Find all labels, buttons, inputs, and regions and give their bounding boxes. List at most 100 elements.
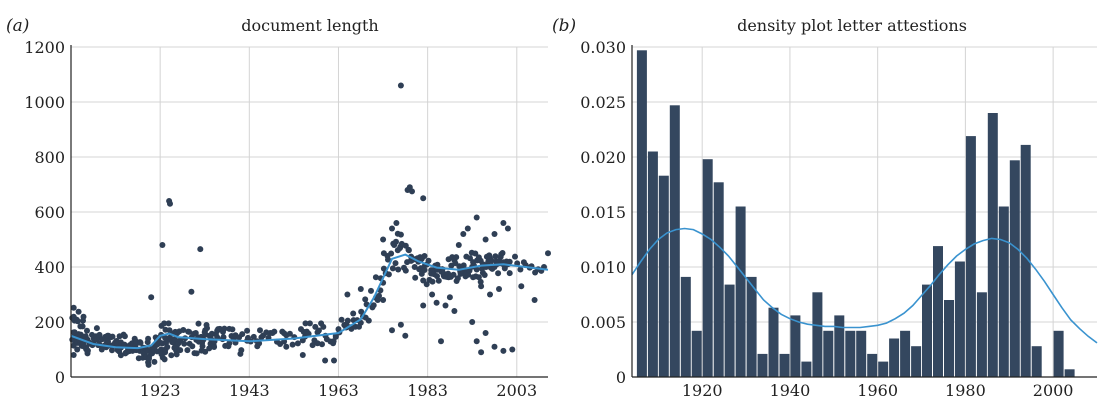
scatter-point [506,258,513,265]
scatter-point [425,257,432,264]
scatter-point [482,236,489,243]
panel-b-y-tick-label: 0.025 [580,93,626,112]
histogram-bar [680,276,691,377]
scatter-point [434,261,441,268]
panel-b-y-tick-label: 0.005 [580,313,626,332]
scatter-point [244,327,251,334]
scatter-point [393,238,399,245]
scatter-point [358,308,365,315]
scatter-point [151,358,158,365]
scatter-point [168,352,175,359]
scatter-point [221,325,228,332]
scatter-point [314,340,321,347]
histogram-bar [647,151,658,377]
histogram-bar [900,330,911,377]
scatter-point [434,273,440,280]
panel-b-x-tick-label: 1940 [770,381,811,400]
scatter-point [388,250,395,257]
scatter-point [322,357,329,364]
panel-b-bars [636,50,1075,378]
scatter-point [506,270,513,277]
scatter-point [500,347,507,354]
histogram-bar [867,353,878,377]
scatter-point [385,256,391,263]
panel-a-label: (a) [6,16,29,36]
scatter-point [495,270,502,277]
scatter-point [192,330,199,336]
scatter-point [454,275,461,282]
histogram-bar [944,300,954,377]
scatter-point [257,327,263,334]
scatter-point [411,264,418,270]
histogram-bar [636,50,647,378]
scatter-point [206,345,213,352]
panel-density-plot: (b) density plot letter attestions 0 0.00… [552,16,1098,400]
scatter-point [177,337,184,344]
scatter-point [226,340,233,347]
panel-a-x-tick-label: 1963 [318,381,359,400]
panel-b-x-tick-label: 1920 [682,381,723,400]
scatter-point [309,342,316,349]
scatter-point [93,325,100,332]
scatter-point [188,288,195,295]
scatter-point [197,246,204,253]
histogram-bar [1053,330,1064,377]
scatter-point [286,330,293,337]
scatter-point [420,277,427,284]
histogram-bar [1031,346,1042,377]
scatter-point [446,294,453,301]
histogram-bar [965,136,976,377]
scatter-point [189,343,196,350]
panel-a-y-tick-label: 400 [34,258,65,277]
scatter-point [429,278,436,285]
scatter-point [177,347,184,354]
scatter-point [80,313,87,320]
scatter-point [283,343,290,350]
panel-a-y-tick-label: 0 [55,368,65,387]
scatter-point [397,231,404,238]
panel-b-title: density plot letter attestions [737,16,967,35]
scatter-point [320,323,327,330]
histogram-bar [724,284,735,377]
scatter-point [421,253,428,259]
histogram-bar [878,361,889,377]
panel-a-grid [71,46,548,377]
scatter-point [473,266,480,273]
panel-b-y-tick-label: 0.010 [580,258,626,277]
scatter-point [171,336,178,343]
scatter-point [365,317,372,324]
scatter-point [393,220,400,226]
scatter-point [442,302,449,309]
histogram-bar [933,246,943,377]
scatter-point [220,334,227,341]
scatter-point [74,318,81,325]
scatter-point [294,340,301,347]
scatter-point [488,257,495,264]
panel-a-y-tick-label: 600 [34,203,65,222]
histogram-bar [691,330,702,377]
panel-b-x-tick-label: 1960 [857,381,898,400]
scatter-point [491,343,498,350]
histogram-bar [812,292,823,377]
scatter-point [145,361,152,368]
scatter-point [74,346,81,353]
scatter-point [229,326,236,333]
scatter-point [109,347,115,354]
scatter-point [496,286,502,292]
scatter-point [137,339,144,346]
scatter-point [460,231,467,237]
scatter-point [509,346,516,353]
histogram-bar [1020,144,1031,377]
histogram-bar [735,206,746,377]
histogram-bar [823,330,834,377]
scatter-point [395,266,402,273]
scatter-point [405,247,412,254]
panel-b-density-line [631,227,1098,344]
scatter-point [389,327,395,334]
scatter-point [545,250,551,257]
histogram-bar [845,330,856,377]
scatter-point [372,274,379,281]
scatter-point [370,302,377,309]
scatter-point [435,277,442,284]
scatter-point [438,338,444,345]
